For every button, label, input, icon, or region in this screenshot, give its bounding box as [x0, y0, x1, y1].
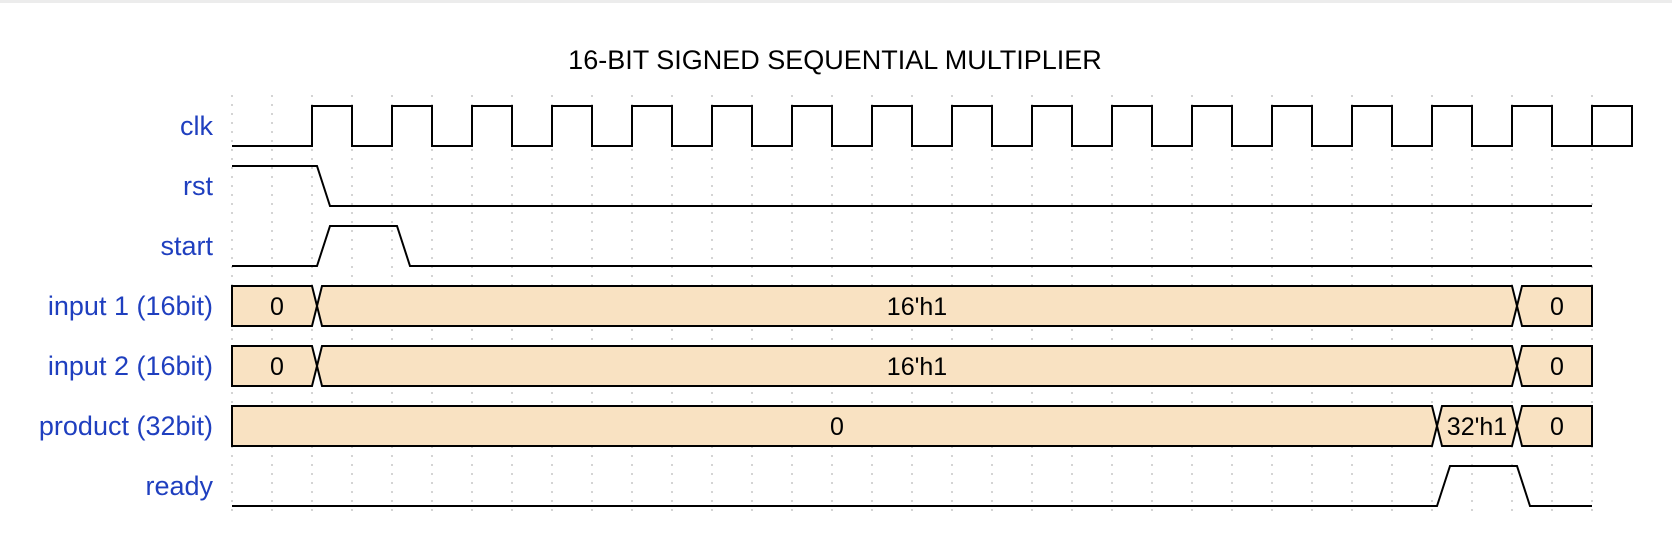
signal-label-start: start — [160, 231, 213, 261]
top-border — [0, 0, 1672, 3]
signal-traces: 0 16'h1 0 0 16'h1 0 0 32'h1 0 — [231, 105, 1633, 507]
signal-row-input-1-16bit: 0 16'h1 0 — [231, 285, 1593, 327]
signal-label-product-32bit: product (32bit) — [39, 411, 213, 441]
bus-segment — [1515, 405, 1593, 447]
clk-waveform — [232, 105, 1633, 147]
start-waveform — [232, 225, 1592, 267]
bus-segment — [231, 345, 319, 387]
bus-segment — [1515, 345, 1593, 387]
bus-segment — [231, 285, 319, 327]
bus-value-label: 32'h1 — [1447, 413, 1507, 441]
signal-labels: clk rst start input 1 (16bit) input 2 (16bit… — [39, 111, 214, 501]
bus-segment — [231, 405, 1439, 447]
bus-segment — [315, 285, 1519, 327]
bus-value-label: 16'h1 — [887, 293, 947, 321]
bus-value-label: 16'h1 — [887, 353, 947, 381]
bus-value-label: 0 — [270, 293, 284, 321]
bus-value-label: 0 — [1550, 353, 1564, 381]
signal-label-input-2-16bit: input 2 (16bit) — [48, 351, 213, 381]
rst-waveform — [232, 165, 1592, 207]
bus-segment — [1435, 405, 1519, 447]
signal-label-ready: ready — [145, 471, 213, 501]
bus-segment — [315, 345, 1519, 387]
signal-row-ready — [232, 465, 1592, 507]
signal-label-input-1-16bit: input 1 (16bit) — [48, 291, 213, 321]
bus-value-label: 0 — [1550, 413, 1564, 441]
signal-label-clk: clk — [180, 111, 213, 141]
signal-row-product-32bit: 0 32'h1 0 — [231, 405, 1593, 447]
bus-value-label: 0 — [830, 413, 844, 441]
signal-row-clk — [232, 105, 1633, 147]
ready-waveform — [232, 465, 1592, 507]
bus-value-label: 0 — [270, 353, 284, 381]
diagram-title: 16-BIT SIGNED SEQUENTIAL MULTIPLIER — [568, 45, 1102, 75]
signal-label-rst: rst — [183, 171, 213, 201]
signal-row-start — [232, 225, 1592, 267]
signal-row-rst — [232, 165, 1592, 207]
bus-segment — [1515, 285, 1593, 327]
signal-row-input-2-16bit: 0 16'h1 0 — [231, 345, 1593, 387]
bus-value-label: 0 — [1550, 293, 1564, 321]
